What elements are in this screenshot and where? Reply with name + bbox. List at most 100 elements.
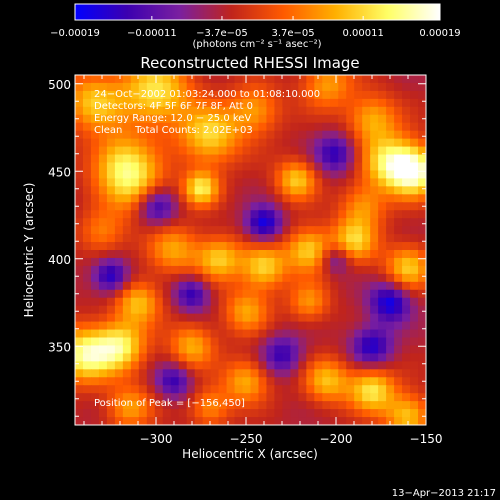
heatmap-cell: [122, 329, 132, 339]
heatmap-cell: [154, 273, 164, 283]
heatmap-cell: [346, 369, 355, 378]
heatmap-cell: [266, 273, 276, 283]
heatmap-cell: [346, 329, 355, 339]
heatmap-cell: [202, 75, 212, 84]
heatmap-cell: [410, 194, 419, 203]
heatmap-cell: [330, 361, 339, 370]
heatmap-cell: [322, 313, 331, 323]
heatmap-cell: [210, 417, 220, 425]
heatmap-cell: [330, 98, 339, 108]
heatmap-cell: [274, 226, 284, 235]
heatmap-cell: [298, 369, 307, 378]
heatmap-cell: [250, 385, 260, 394]
heatmap-cell: [370, 122, 379, 132]
heatmap-cell: [378, 242, 387, 251]
heatmap-cell: [378, 305, 387, 315]
heatmap-cell: [98, 75, 108, 84]
heatmap-cell: [75, 289, 84, 299]
heatmap-cell: [378, 289, 387, 299]
heatmap-cell: [290, 337, 299, 347]
heatmap-cell: [82, 393, 92, 402]
heatmap-cell: [354, 409, 363, 418]
heatmap-cell: [114, 90, 124, 100]
heatmap-cell: [354, 250, 363, 259]
heatmap-cell: [106, 154, 116, 164]
heatmap-cell: [146, 234, 156, 243]
heatmap-cell: [138, 178, 148, 187]
heatmap-cell: [114, 170, 124, 179]
heatmap-cell: [266, 162, 276, 172]
heatmap-cell: [322, 98, 331, 108]
colorbar-tick-label: 3.7e−05: [271, 28, 314, 39]
heatmap-cell: [226, 313, 236, 323]
heatmap-cell: [386, 218, 395, 227]
heatmap-cell: [178, 242, 188, 251]
heatmap-cell: [82, 170, 92, 179]
heatmap-cell: [370, 202, 379, 211]
heatmap-cell: [218, 369, 228, 378]
heatmap-cell: [162, 369, 172, 378]
heatmap-cell: [130, 122, 140, 132]
heatmap-cell: [258, 273, 268, 283]
heatmap-cell: [202, 98, 212, 108]
heatmap-cell: [146, 417, 156, 425]
heatmap-cell: [202, 353, 212, 362]
heatmap-cell: [250, 194, 260, 203]
heatmap-cell: [370, 178, 379, 187]
heatmap-cell: [346, 218, 355, 227]
heatmap-cell: [242, 154, 252, 164]
heatmap-cell: [82, 242, 92, 251]
heatmap-cell: [178, 154, 188, 164]
heatmap-cell: [410, 186, 419, 195]
heatmap-cell: [186, 250, 196, 259]
heatmap-cell: [314, 305, 323, 315]
heatmap-cell: [410, 146, 419, 156]
heatmap-cell: [402, 75, 411, 84]
heatmap-cell: [82, 218, 92, 227]
heatmap-cell: [178, 218, 188, 227]
heatmap-cell: [186, 122, 196, 132]
heatmap-cell: [418, 138, 426, 148]
heatmap-cell: [410, 234, 419, 243]
heatmap-cell: [258, 146, 268, 156]
heatmap-cell: [322, 377, 331, 386]
heatmap-cell: [258, 242, 268, 251]
heatmap-cell: [154, 337, 164, 347]
heatmap-cell: [122, 122, 132, 132]
heatmap-cell: [346, 122, 355, 132]
heatmap-cell: [114, 417, 124, 425]
heatmap-cell: [170, 377, 180, 386]
heatmap-cell: [298, 329, 307, 339]
heatmap-cell: [346, 289, 355, 299]
heatmap-cell: [418, 82, 426, 92]
heatmap-cell: [410, 353, 419, 362]
heatmap-cell: [402, 250, 411, 259]
heatmap-cell: [194, 82, 204, 92]
heatmap-cell: [306, 138, 315, 148]
heatmap-cell: [330, 250, 339, 259]
heatmap-cell: [122, 417, 132, 425]
heatmap-cell: [322, 114, 331, 124]
heatmap-cell: [266, 194, 276, 203]
heatmap-cell: [178, 202, 188, 211]
heatmap-cell: [346, 281, 355, 291]
heatmap-cell: [234, 114, 244, 124]
heatmap-cell: [226, 122, 236, 132]
heatmap-cell: [266, 305, 276, 315]
heatmap-cell: [114, 138, 124, 148]
heatmap-cell: [386, 162, 395, 172]
heatmap-cell: [170, 162, 180, 172]
heatmap-cell: [98, 90, 108, 100]
heatmap-cell: [122, 313, 132, 323]
heatmap-cell: [170, 114, 180, 124]
heatmap-cell: [290, 417, 299, 425]
heatmap-cell: [354, 186, 363, 195]
heatmap-cell: [162, 329, 172, 339]
heatmap-cell: [234, 122, 244, 132]
heatmap-cell: [298, 130, 307, 140]
heatmap-cell: [386, 337, 395, 347]
heatmap-cell: [234, 186, 244, 195]
heatmap-cell: [378, 401, 387, 410]
heatmap-cell: [370, 353, 379, 362]
heatmap-cell: [362, 226, 371, 235]
